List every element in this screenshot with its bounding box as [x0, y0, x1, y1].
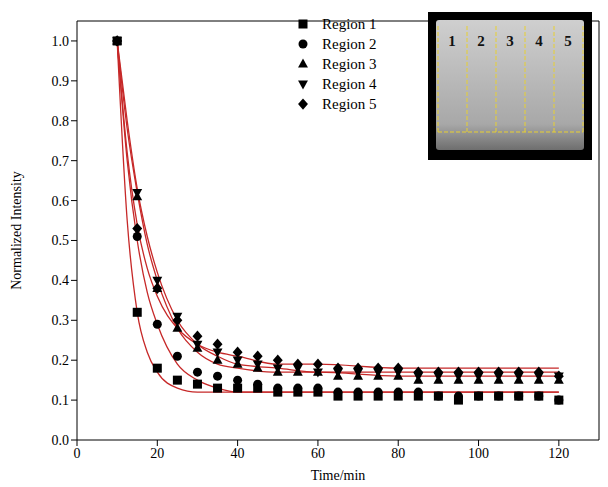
svg-text:3: 3 — [506, 33, 514, 49]
svg-text:4: 4 — [535, 33, 543, 49]
svg-text:100: 100 — [468, 446, 489, 461]
svg-text:1.0: 1.0 — [52, 34, 70, 49]
svg-text:60: 60 — [311, 446, 325, 461]
svg-text:0.1: 0.1 — [52, 393, 70, 408]
html-text:Region 5: Region 5 — [322, 95, 377, 112]
svg-text:20: 20 — [150, 446, 164, 461]
svg-text:0.8: 0.8 — [52, 114, 70, 129]
svg-text:2: 2 — [477, 33, 485, 49]
svg-text:120: 120 — [548, 446, 569, 461]
svg-text:0.4: 0.4 — [52, 273, 70, 288]
svg-text:80: 80 — [391, 446, 405, 461]
svg-text:0.5: 0.5 — [52, 233, 70, 248]
svg-text:0.0: 0.0 — [52, 433, 70, 448]
svg-text:0.3: 0.3 — [52, 313, 70, 328]
svg-text:1: 1 — [448, 33, 456, 49]
svg-text:Time/min: Time/min — [311, 468, 366, 483]
svg-text:5: 5 — [564, 33, 572, 49]
html-text:Region 1: Region 1 — [322, 15, 377, 32]
svg-text:0.2: 0.2 — [52, 353, 70, 368]
svg-text:0: 0 — [74, 446, 81, 461]
svg-text:0.9: 0.9 — [52, 74, 70, 89]
html-text:Region 3: Region 3 — [322, 55, 377, 72]
html-text:Region 4: Region 4 — [322, 75, 377, 92]
svg-text:0.6: 0.6 — [52, 194, 70, 209]
html-text:Region 2: Region 2 — [322, 35, 377, 52]
svg-text:0.7: 0.7 — [52, 154, 70, 169]
svg-text:40: 40 — [231, 446, 245, 461]
svg-text:Normalized Intensity: Normalized Intensity — [9, 171, 24, 290]
